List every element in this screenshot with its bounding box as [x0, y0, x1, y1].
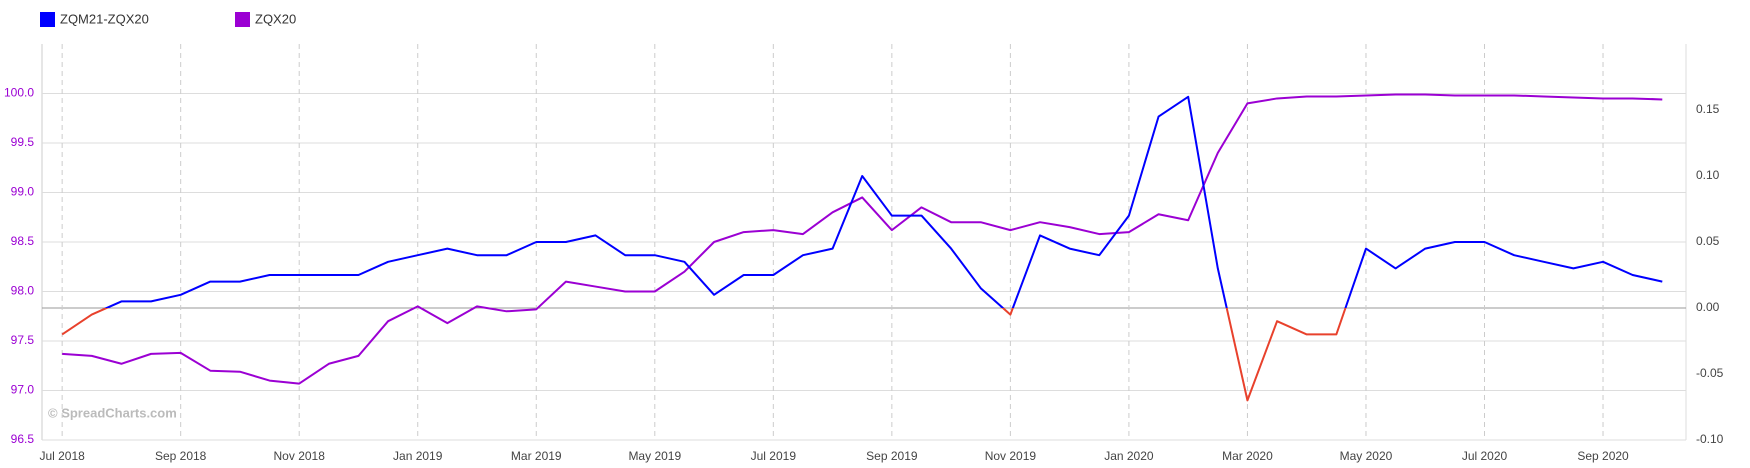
x-tick-label: Jan 2019	[393, 449, 443, 463]
y2-tick-label: 0.15	[1696, 102, 1720, 116]
x-tick-label: Jul 2020	[1462, 449, 1508, 463]
y-tick-label: 98.5	[11, 234, 35, 248]
legend-label: ZQX20	[255, 11, 296, 26]
x-tick-label: Jul 2019	[751, 449, 797, 463]
x-tick-label: May 2019	[628, 449, 681, 463]
x-tick-label: Sep 2019	[866, 449, 918, 463]
y-tick-label: 99.0	[11, 185, 35, 199]
y-tick-label: 100.0	[4, 86, 34, 100]
x-tick-label: Nov 2018	[274, 449, 326, 463]
series-line	[61, 95, 1663, 402]
y-tick-label: 98.0	[11, 284, 35, 298]
x-tick-label: Jul 2018	[39, 449, 85, 463]
x-tick-label: Mar 2020	[1222, 449, 1273, 463]
x-tick-label: May 2020	[1340, 449, 1393, 463]
legend-swatch	[235, 12, 250, 27]
y2-tick-label: 0.00	[1696, 300, 1720, 314]
y2-tick-label: -0.05	[1696, 366, 1724, 380]
y-tick-label: 96.5	[11, 432, 35, 446]
y-tick-label: 99.5	[11, 135, 35, 149]
x-tick-label: Nov 2019	[985, 449, 1037, 463]
legend-swatch	[40, 12, 55, 27]
y2-tick-label: 0.10	[1696, 168, 1720, 182]
y-tick-label: 97.5	[11, 333, 35, 347]
series-line	[62, 93, 1663, 385]
legend-label: ZQM21-ZQX20	[60, 11, 149, 26]
x-tick-label: Sep 2020	[1577, 449, 1629, 463]
x-tick-label: Jan 2020	[1104, 449, 1154, 463]
x-tick-label: Mar 2019	[511, 449, 562, 463]
x-tick-label: Sep 2018	[155, 449, 207, 463]
y2-tick-label: -0.10	[1696, 432, 1724, 446]
y-tick-label: 97.0	[11, 383, 35, 397]
watermark: © SpreadCharts.com	[48, 405, 177, 420]
y2-tick-label: 0.05	[1696, 234, 1720, 248]
